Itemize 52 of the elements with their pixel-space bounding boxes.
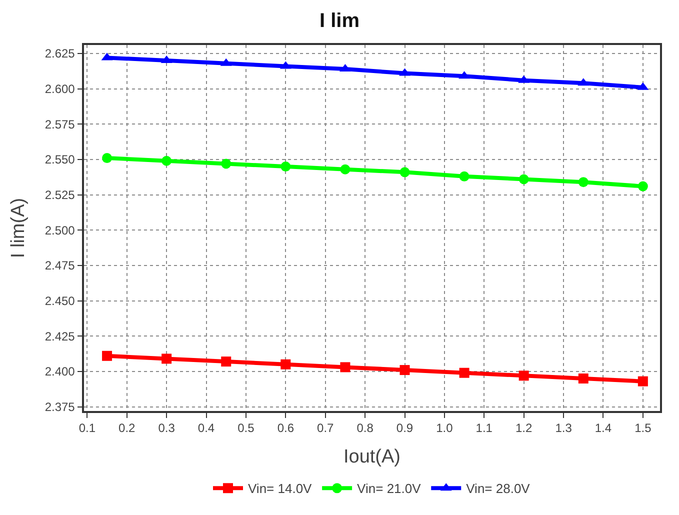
point: [162, 156, 172, 166]
y-tick-label: 2.550: [44, 152, 76, 167]
x-tick-label: 0.1: [78, 421, 96, 436]
point: [400, 167, 410, 178]
point: [638, 376, 648, 386]
point: [400, 365, 410, 376]
x-axis-title: Iout(A): [343, 446, 401, 468]
y-tick-label: 2.475: [44, 258, 76, 273]
y-tick-label: 2.600: [44, 82, 76, 96]
x-tick-label: 0.9: [396, 421, 414, 436]
x-tick-label: 0.3: [158, 421, 176, 436]
x-tick-label: 1.3: [555, 421, 572, 436]
x-tick-label: 0.7: [317, 421, 334, 436]
x-tick-label: 1.1: [476, 421, 493, 436]
point: [518, 370, 529, 381]
point: [102, 350, 112, 361]
x-tick-label: 0.5: [238, 421, 255, 436]
x-tick-label: 0.8: [356, 421, 374, 436]
x-tick-label: 1.2: [515, 421, 533, 436]
chart-title: I lim: [319, 10, 360, 32]
point: [638, 181, 648, 192]
y-tick-label: 2.450: [44, 294, 76, 308]
point: [221, 158, 232, 169]
x-tick-label: 0.4: [198, 421, 215, 436]
y-tick-label: 2.525: [44, 188, 76, 202]
point: [340, 362, 350, 372]
x-tick-label: 1.5: [634, 421, 652, 436]
point: [102, 153, 112, 164]
point: [340, 164, 350, 174]
y-tick-label: 2.400: [44, 364, 76, 379]
point: [280, 162, 291, 172]
x-tick-label: 1.0: [436, 421, 454, 436]
y-tick-label: 2.575: [44, 117, 76, 132]
point: [518, 174, 529, 184]
y-tick-label: 2.425: [44, 329, 76, 344]
y-tick-label: 2.500: [44, 223, 76, 238]
y-tick-label: 2.375: [44, 400, 76, 414]
y-tick-label: 2.625: [44, 46, 76, 61]
point: [280, 359, 291, 370]
x-tick-label: 0.6: [277, 421, 294, 436]
point: [162, 354, 172, 364]
point: [459, 171, 470, 182]
point: [221, 356, 232, 367]
x-tick-label: 0.2: [118, 421, 136, 436]
x-tick-label: 1.4: [594, 421, 612, 436]
point: [459, 368, 470, 378]
legend-label: Vin= 28.0V: [466, 481, 530, 496]
legend-label: Vin= 21.0V: [357, 481, 422, 496]
point: [578, 374, 588, 384]
y-axis-title: I lim(A): [8, 198, 30, 258]
legend-label: Vin= 14.0V: [248, 481, 312, 496]
point: [578, 177, 588, 188]
